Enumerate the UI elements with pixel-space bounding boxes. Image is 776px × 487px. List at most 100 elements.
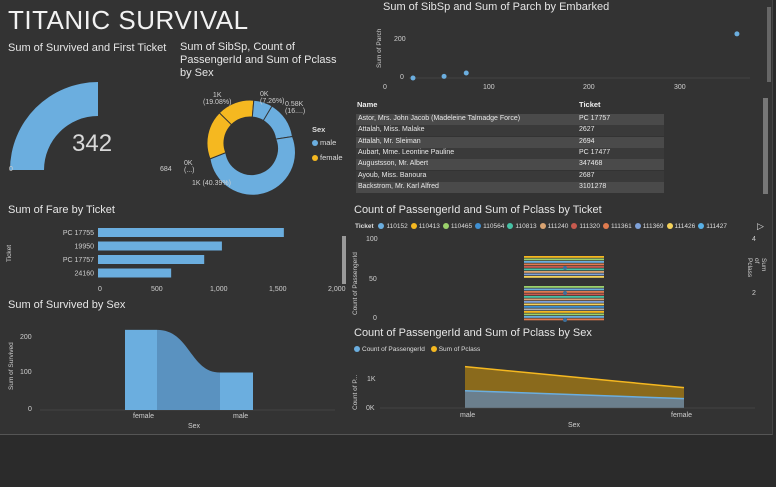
count-sex-legend-pclass[interactable]: Sum of Pclass: [430, 346, 480, 353]
fare-scrollbar[interactable]: [342, 236, 346, 284]
donut-title: Sum of SibSp, Count of PassengerId and S…: [180, 41, 337, 79]
donut-slice-male-2: [209, 135, 296, 196]
survived-ribbon-chart[interactable]: [40, 320, 340, 415]
count-sex-xtick-male: male: [460, 412, 476, 419]
ticket-legend-item[interactable]: 111426: [666, 223, 695, 230]
fare-bar: [98, 228, 284, 237]
ticket-legend-item[interactable]: 110564: [475, 223, 504, 230]
ticket-marker-2: [563, 291, 567, 295]
fare-bar: [98, 268, 172, 278]
ticket-legend-item[interactable]: 111320: [571, 223, 600, 230]
table-row[interactable]: Ayoub, Miss. Banoura 2687: [356, 170, 664, 182]
fare-xtick: 1,000: [210, 286, 228, 293]
survived-xlabel: Sex: [188, 423, 201, 430]
survived-ytick-100: 100: [20, 369, 32, 376]
ticket-marker-1: [563, 266, 567, 270]
fare-xtick: 0: [98, 286, 102, 293]
ticket-legend-item[interactable]: 111240: [539, 223, 568, 230]
scatter-ytick-0: 0: [400, 74, 404, 81]
table-header-name[interactable]: Name: [357, 100, 378, 109]
gauge-max: 684: [160, 166, 172, 173]
scatter-point: [734, 31, 740, 37]
ticket-stripe: [524, 303, 604, 306]
ticket-stripe: [524, 316, 604, 318]
fare-category-label: 24160: [75, 271, 95, 278]
page-footer: [0, 435, 776, 487]
count-sex-ylabel: Count of P...: [352, 374, 359, 410]
scatter-plot[interactable]: [405, 18, 755, 88]
survived-xtick-male: male: [233, 413, 249, 420]
survived-ylabel: Sum of Survived: [8, 342, 15, 390]
ticket-legend-item[interactable]: 110813: [507, 223, 537, 230]
dashboard-canvas: TITANIC SURVIVAL Sum of Survived and Fir…: [0, 0, 773, 435]
table-cell-ticket: 347468: [579, 160, 603, 168]
legend-next-icon[interactable]: ▷: [757, 221, 764, 231]
donut-slice-male-3: [251, 99, 273, 122]
fare-category-label: 19950: [75, 244, 95, 251]
pclass-line: [464, 365, 685, 389]
scatter-point: [463, 70, 469, 76]
table-scrollbar[interactable]: [763, 98, 768, 194]
ticket-marker-3: [563, 318, 567, 322]
table-row[interactable]: Astor, Mrs. John Jacob (Madeleine Talmad…: [356, 114, 664, 125]
table-cell-name: Augustsson, Mr. Albert: [358, 160, 429, 168]
count-line: [464, 389, 685, 400]
donut-legend-female[interactable]: female: [312, 153, 343, 162]
gauge-value: 342: [72, 130, 113, 157]
count-ticket-chart[interactable]: [524, 240, 604, 322]
ticket-legend-label: Ticket: [355, 223, 374, 230]
ticket-stripe: [524, 256, 604, 258]
count-ticket-y2tick-2: 2: [752, 290, 756, 297]
ticket-legend-item[interactable]: 111369: [634, 223, 664, 230]
donut-legend-male[interactable]: male: [312, 138, 343, 147]
scatter-xtick-0: 0: [383, 84, 387, 91]
count-sex-area-chart[interactable]: [380, 358, 760, 413]
table-cell-name: Attalah, Mr. Sleiman: [358, 137, 421, 145]
table-cell-name: Backstrom, Mr. Karl Alfred: [358, 182, 439, 190]
donut-chart[interactable]: [195, 88, 305, 198]
gauge-chart[interactable]: [6, 58, 182, 178]
count-sex-legend-count[interactable]: Count of PassengerId: [354, 346, 425, 353]
scatter-xtick-300: 300: [674, 84, 686, 91]
count-ticket-ylabel: Count of PassengerId: [352, 252, 359, 315]
ticket-stripe: [524, 298, 604, 301]
fare-bar-chart[interactable]: PC 17755 19950 PC 17757 24160: [20, 222, 350, 297]
table-cell-ticket: PC 17477: [579, 148, 611, 156]
table-header-ticket[interactable]: Ticket: [579, 100, 601, 109]
count-sex-xlabel: Sex: [568, 422, 581, 429]
donut-label-d: 0K (...): [184, 160, 195, 174]
dashboard-title: TITANIC SURVIVAL: [8, 5, 249, 35]
table-row[interactable]: Aubart, Mme. Leontine Pauline PC 17477: [356, 147, 664, 159]
table-row[interactable]: Augustsson, Mr. Albert 347468: [356, 159, 664, 171]
ticket-legend-item[interactable]: 110465: [442, 223, 472, 230]
table-row[interactable]: Attalah, Mr. Sleiman 2694: [356, 136, 664, 148]
table-cell-ticket: PC 17757: [579, 115, 611, 122]
scatter-scrollbar[interactable]: [767, 7, 771, 82]
ticket-legend-item[interactable]: 111427: [698, 223, 727, 230]
ticket-stripe: [524, 313, 604, 316]
scatter-point: [441, 73, 447, 79]
count-ticket-y2tick-4: 4: [752, 236, 756, 243]
table-cell-ticket: 2694: [579, 137, 595, 145]
scatter-point: [410, 75, 416, 81]
ticket-stripe: [524, 263, 604, 266]
table-row[interactable]: Attalah, Miss. Malake 2627: [356, 125, 664, 137]
ticket-legend-item[interactable]: 111361: [603, 223, 632, 230]
table-row[interactable]: Backstrom, Mr. Karl Alfred 3101278: [356, 181, 664, 193]
ticket-stripe: [524, 311, 604, 313]
count-ticket-ytick-100: 100: [366, 236, 378, 243]
count-ticket-y2label: Sum of Pclass: [746, 258, 767, 278]
survived-ytick-200: 200: [20, 334, 32, 341]
ticket-stripe: [524, 308, 604, 311]
gauge-arc: [10, 82, 98, 170]
ticket-legend-item[interactable]: 110413: [410, 223, 440, 230]
count-ticket-title: Count of PassengerId and Sum of Pclass b…: [354, 204, 602, 216]
fare-bar: [98, 255, 205, 264]
ticket-legend-item[interactable]: 110152: [378, 223, 408, 230]
fare-xtick: 1,500: [269, 286, 287, 293]
ticket-stripe: [524, 258, 604, 261]
table-cell-name: Attalah, Miss. Malake: [358, 126, 425, 134]
survived-ribbon: [157, 329, 220, 410]
count-sex-title: Count of PassengerId and Sum of Pclass b…: [354, 327, 592, 339]
scatter-ylabel: Sum of Parch: [376, 28, 383, 68]
